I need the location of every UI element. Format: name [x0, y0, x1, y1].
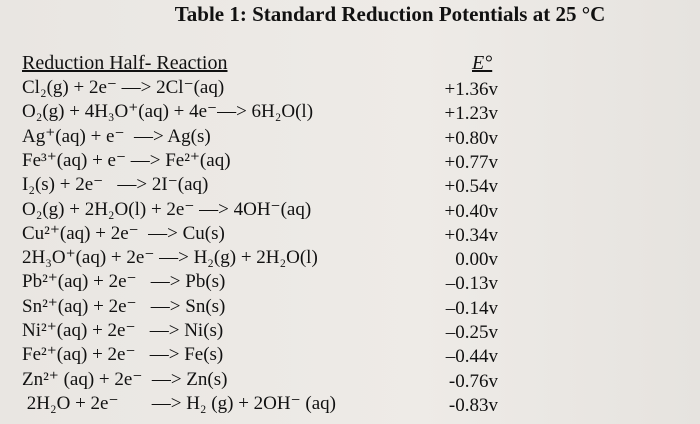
potential: -0.76v: [448, 370, 498, 392]
half-reaction: 2H₂O + 2e⁻ —> H₂ (g) + 2OH⁻ (aq): [22, 392, 336, 414]
half-reaction: Sn²⁺(aq) + 2e⁻ —> Sn(s): [22, 295, 226, 317]
potential: –0.44v: [445, 346, 498, 368]
column-header: Reduction Half- Reaction: [22, 52, 228, 74]
potential: +0.77v: [444, 151, 498, 173]
half-reaction: Ni²⁺(aq) + 2e⁻ —> Ni(s): [22, 320, 224, 341]
potential: –0.25v: [445, 322, 498, 343]
potential: -0.83v: [448, 394, 498, 416]
half-reaction: Cu²⁺(aq) + 2e⁻ —> Cu(s): [22, 222, 225, 244]
half-reaction: Cl₂(g) + 2e⁻ —> 2Cl⁻(aq): [22, 77, 225, 98]
potential: 0.00v: [455, 249, 498, 271]
half-reaction: Zn²⁺ (aq) + 2e⁻ —> Zn(s): [22, 368, 228, 390]
half-reaction: Pb²⁺(aq) + 2e⁻ —> Pb(s): [22, 271, 226, 293]
potential: –0.13v: [445, 273, 498, 295]
half-reaction: 2H₃O⁺(aq) + 2e⁻ —> H₂(g) + 2H₂O(l): [22, 247, 318, 269]
potential: +0.34v: [444, 224, 498, 246]
potential: +1.36v: [444, 79, 498, 100]
half-reaction: O₂(g) + 4H₃O⁺(aq) + 4e⁻—> 6H₂O(l): [22, 101, 314, 123]
potential: +1.23v: [444, 103, 498, 125]
potential: –0.14v: [445, 297, 498, 319]
half-reaction: Fe³⁺(aq) + e⁻ —> Fe²⁺(aq): [22, 149, 231, 171]
potential: +0.40v: [444, 200, 498, 222]
half-reaction: O₂(g) + 2H₂O(l) + 2e⁻ —> 4OH⁻(aq): [22, 198, 312, 220]
half-reaction: Ag⁺(aq) + e⁻ —> Ag(s): [22, 125, 211, 147]
half-reaction: I₂(s) + 2e⁻ —> 2I⁻(aq): [22, 174, 209, 196]
potential: +0.54v: [444, 176, 498, 198]
half-reaction: Fe²⁺(aq) + 2e⁻ —> Fe(s): [22, 344, 224, 366]
potential: +0.80v: [444, 127, 498, 149]
table-title: Table 1: Standard Reduction Potentials a…: [174, 2, 606, 26]
column-header: E°: [472, 52, 493, 74]
